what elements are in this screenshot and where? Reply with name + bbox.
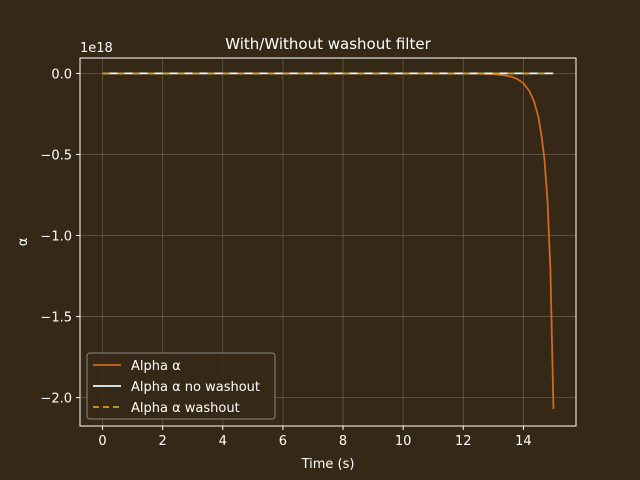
x-tick-label: 6 [279,434,287,449]
y-tick-label: −2.0 [40,392,72,407]
x-axis-title: Time (s) [301,457,355,472]
y-tick-label: −0.5 [40,148,72,163]
legend-label-washout: Alpha α washout [131,401,240,416]
series-lines [102,72,555,409]
chart-title: With/Without washout filter [225,35,431,53]
y-tick-label: −1.5 [40,311,72,326]
legend-box [86,352,276,420]
legend-label-alpha: Alpha α [131,359,181,374]
y-offset-label: 1e18 [80,41,113,56]
x-tick-label: 14 [515,434,532,449]
axis-ticks: 0 2 4 6 8 10 12 14 0.0 −0.5 −1.0 −1.5 −2.0 [40,67,531,449]
x-tick-label: 10 [395,434,412,449]
legend-label-no-washout: Alpha α no washout [131,380,260,395]
x-tick-label: 8 [339,434,347,449]
plot-area [79,57,577,427]
y-tick-label: 0.0 [51,67,72,82]
x-tick-label: 2 [159,434,167,449]
x-tick-label: 4 [219,434,227,449]
y-axis-title: α [16,238,31,247]
legend: Alpha α Alpha α no washout Alpha α washo… [86,352,276,420]
y-tick-label: −1.0 [40,230,72,245]
x-tick-label: 12 [455,434,472,449]
x-tick-label: 0 [98,434,106,449]
